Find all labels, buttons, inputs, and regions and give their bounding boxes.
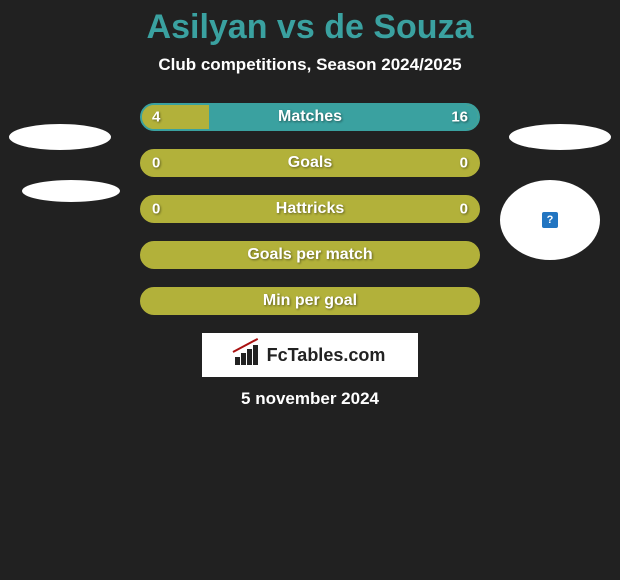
stat-bar-label: Goals per match xyxy=(247,246,372,264)
stat-bar-right-value: 0 xyxy=(460,155,468,172)
stat-bar: Matches 4 16 xyxy=(140,103,480,131)
brand-chart-icon xyxy=(235,345,261,365)
stat-bar-label: Goals xyxy=(288,154,332,172)
stat-bar: Hattricks 0 0 xyxy=(140,195,480,223)
stat-bar-label: Hattricks xyxy=(276,200,344,218)
footer-date: 5 november 2024 xyxy=(0,389,620,409)
stat-bar-right-fill xyxy=(209,105,478,129)
stat-bar-label: Matches xyxy=(278,108,342,126)
page-subtitle: Club competitions, Season 2024/2025 xyxy=(0,55,620,75)
player-left-avatar-1 xyxy=(9,124,111,150)
stat-bar-right-value: 16 xyxy=(451,109,468,126)
stat-bars: Matches 4 16 Goals 0 0 Hattricks 0 0 Goals per ma… xyxy=(140,103,480,315)
stat-bar-left-value: 4 xyxy=(152,109,160,126)
brand-text: FcTables.com xyxy=(267,345,386,366)
page-title: Asilyan vs de Souza xyxy=(0,0,620,47)
stat-bar-left-value: 0 xyxy=(152,155,160,172)
stat-bar-label: Min per goal xyxy=(263,292,357,310)
player-right-avatar-1 xyxy=(509,124,611,150)
comparison-card: Asilyan vs de Souza Club competitions, S… xyxy=(0,0,620,580)
stat-bar-left-value: 0 xyxy=(152,201,160,218)
player-right-avatar-2: ? xyxy=(500,180,600,260)
brand-badge[interactable]: FcTables.com xyxy=(202,333,418,377)
stat-bar-right-value: 0 xyxy=(460,201,468,218)
player-left-avatar-2 xyxy=(22,180,120,202)
stat-bar: Goals per match xyxy=(140,241,480,269)
stat-bar: Goals 0 0 xyxy=(140,149,480,177)
stat-bar: Min per goal xyxy=(140,287,480,315)
unknown-badge-icon: ? xyxy=(542,212,558,228)
